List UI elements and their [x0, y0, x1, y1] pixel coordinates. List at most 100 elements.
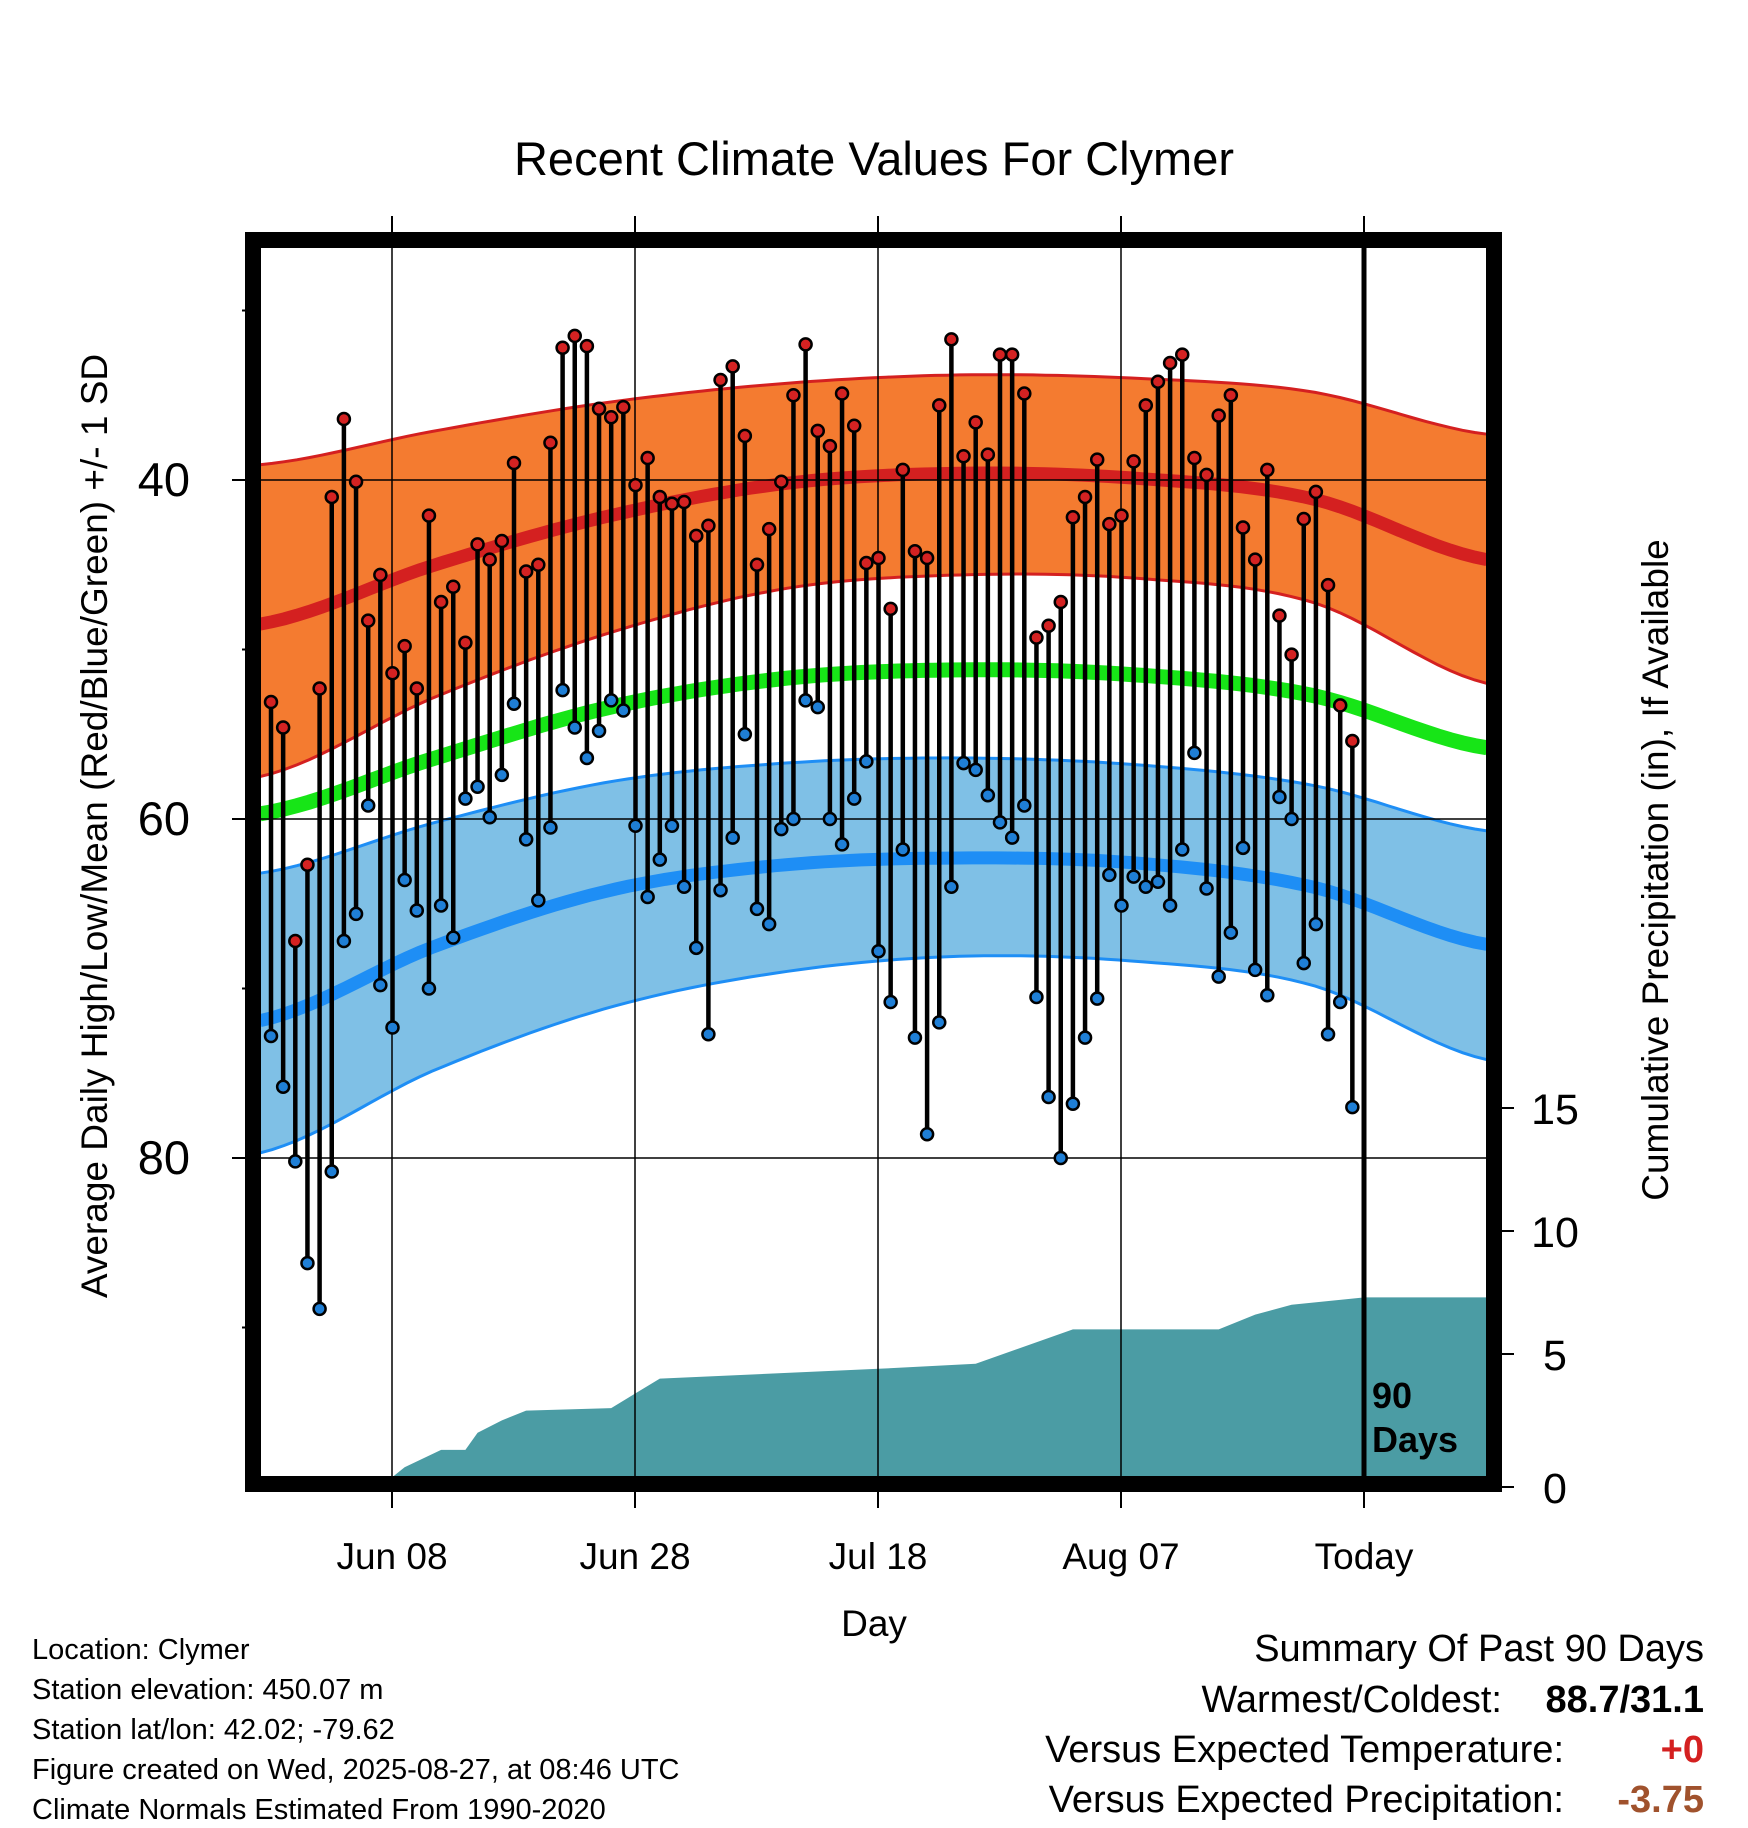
- low-temp-point: [1187, 745, 1202, 761]
- y-tick-label: 80: [138, 1131, 190, 1184]
- low-temp-point: [543, 820, 558, 835]
- high-temp-point: [1138, 398, 1154, 413]
- high-temp-point: [360, 613, 376, 628]
- low-temp-point: [1199, 881, 1214, 896]
- high-temp-point: [531, 557, 546, 572]
- high-temp-point: [543, 435, 558, 450]
- low-temp-point: [1004, 830, 1020, 845]
- low-temp-point: [689, 940, 704, 956]
- high-temp-point: [859, 555, 874, 571]
- high-temp-point: [275, 720, 291, 735]
- high-temp-point: [701, 518, 716, 534]
- low-temp-point: [968, 762, 983, 778]
- low-temp-point: [810, 699, 825, 715]
- low-temp-point: [603, 693, 619, 708]
- low-temp-point: [348, 906, 364, 922]
- high-temp-point: [834, 386, 850, 401]
- high-temp-point: [1211, 408, 1226, 423]
- low-temp-point: [907, 1030, 923, 1045]
- x-tick-label: Aug 07: [1062, 1536, 1179, 1577]
- high-temp-point: [944, 332, 959, 347]
- high-temp-point: [1223, 388, 1239, 403]
- high-temp-point: [446, 579, 461, 595]
- low-temp-point: [518, 832, 534, 847]
- location-text: Location: Clymer: [32, 1634, 250, 1666]
- high-temp-point: [1247, 552, 1263, 567]
- high-temp-point: [409, 681, 425, 696]
- low-temp-point: [664, 818, 680, 834]
- high-temp-point: [348, 474, 364, 489]
- low-temp-point: [494, 767, 510, 783]
- y2-tick-label: 10: [1531, 1209, 1579, 1257]
- low-temp-point: [1017, 798, 1032, 813]
- normal-low-line: [258, 851, 1489, 1028]
- normal-high-line: [258, 466, 1489, 631]
- low-temp-point: [531, 893, 546, 908]
- elevation-text: Station elevation: 450.07 m: [32, 1674, 384, 1706]
- low-temp-point: [1138, 879, 1154, 895]
- low-temp-point: [1211, 969, 1226, 984]
- summary-title: Summary Of Past 90 Days: [1254, 1628, 1704, 1670]
- chart-title: Recent Climate Values For Clymer: [514, 132, 1234, 185]
- low-sd-band-upper-edge: [259, 756, 1488, 875]
- low-temp-point: [846, 791, 862, 806]
- low-temp-point: [725, 830, 740, 845]
- y2-axis-label: Cumulative Precipitation (in), If Availa…: [1635, 539, 1676, 1201]
- high-temp-point: [1102, 516, 1117, 532]
- period-label-number: 90: [1372, 1375, 1412, 1416]
- low-temp-point: [1247, 962, 1263, 978]
- low-temp-point: [1053, 1150, 1068, 1166]
- low-temp-point: [1235, 840, 1251, 856]
- low-temp-point: [713, 882, 728, 898]
- low-temp-point: [1272, 789, 1287, 805]
- low-temp-point: [652, 852, 668, 867]
- low-temp-point: [1065, 1096, 1081, 1112]
- high-temp-point: [1199, 467, 1214, 483]
- low-temp-point: [640, 889, 655, 905]
- low-temp-point: [397, 872, 412, 888]
- high-temp-point: [846, 418, 862, 434]
- high-temp-point: [992, 347, 1008, 362]
- low-temp-point: [737, 727, 753, 742]
- low-temp-point: [1332, 994, 1348, 1010]
- high-temp-point: [713, 372, 728, 388]
- low-temp-point: [336, 933, 352, 949]
- high-temp-point: [458, 635, 473, 650]
- low-temp-point: [822, 811, 838, 827]
- temp-value: +0: [1660, 1729, 1704, 1771]
- high-temp-point: [518, 564, 534, 579]
- low-temp-point: [786, 811, 801, 827]
- warmest-value: 88.7/31.1: [1545, 1679, 1704, 1721]
- high-temp-point: [1272, 608, 1287, 623]
- high-temp-point: [1332, 698, 1348, 713]
- high-temp-point: [1126, 454, 1141, 469]
- low-temp-point: [956, 755, 971, 771]
- low-temp-point: [676, 879, 692, 895]
- high-temp-point: [932, 398, 947, 413]
- low-temp-point: [859, 754, 874, 769]
- precip-area: [271, 1297, 1487, 1477]
- low-temp-point: [275, 1079, 291, 1095]
- high-temp-point: [555, 340, 570, 356]
- high-temp-point: [895, 462, 911, 478]
- low-temp-point: [421, 981, 437, 996]
- high-temp-point: [676, 494, 692, 510]
- high-temp-point: [1017, 386, 1032, 401]
- low-temp-point: [1077, 1030, 1093, 1045]
- low-temp-point: [555, 682, 570, 698]
- x-axis-label: Day: [841, 1603, 907, 1644]
- high-temp-point: [822, 438, 838, 454]
- x-tick-label: Jun 28: [579, 1536, 690, 1577]
- high-temp-point: [871, 550, 886, 566]
- low-temp-point: [506, 696, 522, 711]
- normals-text: Climate Normals Estimated From 1990-2020: [32, 1794, 606, 1826]
- low-temp-point: [433, 898, 449, 913]
- high-temp-point: [883, 601, 898, 617]
- high-temp-point: [968, 415, 983, 430]
- low-temp-point: [482, 810, 497, 825]
- high-temp-point: [980, 447, 996, 462]
- low-temp-point: [1029, 989, 1044, 1005]
- created-text: Figure created on Wed, 2025-08-27, at 08…: [32, 1754, 680, 1786]
- low-temp-point: [591, 723, 607, 739]
- low-sd-band-lower-edge: [259, 954, 1488, 1155]
